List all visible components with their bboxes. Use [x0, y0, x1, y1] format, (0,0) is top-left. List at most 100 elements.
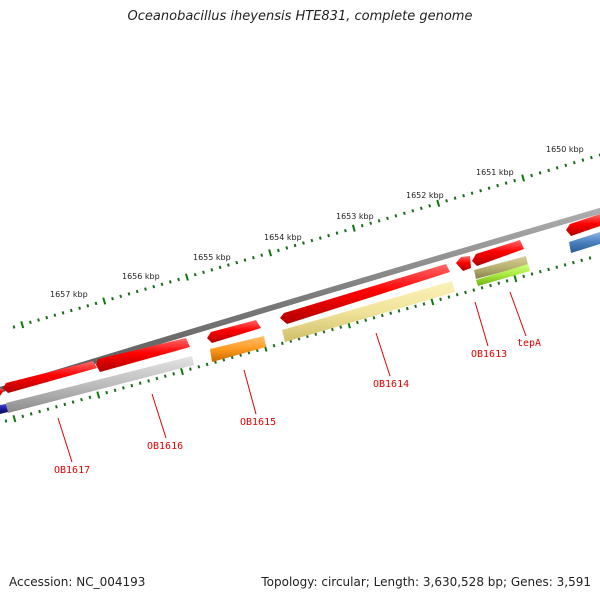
inner-minor-tick — [280, 341, 284, 346]
forward-strand-track — [0, 214, 600, 396]
outer-minor-tick — [327, 233, 330, 238]
figure-title: Oceanobacillus iheyensis HTE831, complet… — [127, 9, 473, 24]
outer-minor-tick — [94, 301, 98, 306]
track-navy-bar — [0, 404, 8, 414]
outer-minor-tick — [403, 211, 406, 216]
cds-edge-left-arrow — [0, 388, 4, 396]
inner-minor-tick — [447, 295, 451, 299]
inner-minor-tick — [497, 281, 501, 285]
outer-minor-tick — [470, 191, 474, 195]
outer-minor-tick — [564, 163, 568, 168]
tick-label-1657: 1657 kbp — [50, 290, 88, 299]
cds-ob1616-arrow — [96, 338, 190, 372]
inner-minor-tick — [205, 362, 209, 367]
inner-minor-tick — [71, 400, 75, 404]
inner-minor-tick — [272, 343, 276, 348]
outer-minor-tick — [168, 280, 172, 284]
outer-minor-tick — [538, 171, 542, 175]
tick-label-1653: 1653 kbp — [336, 212, 374, 221]
outer-minor-tick — [293, 243, 297, 248]
leader-ob1613 — [474, 301, 489, 347]
gene-label-ob1613: OB1613 — [471, 349, 507, 360]
track-lime-bar — [476, 264, 530, 286]
outer-minor-tick — [386, 216, 389, 221]
outer-minor-tick — [127, 292, 131, 296]
tick-label-1652: 1652 kbp — [406, 191, 444, 200]
outer-minor-tick — [45, 315, 49, 320]
outer-minor-tick — [144, 287, 147, 291]
outer-minor-tick — [445, 199, 448, 203]
inner-minor-tick — [472, 288, 476, 292]
inner-minor-tick — [580, 258, 584, 263]
outer-minor-tick — [419, 206, 423, 211]
inner-minor-tick — [138, 381, 142, 385]
outer-minor-tick — [394, 214, 398, 218]
outer-minor-tick — [29, 320, 32, 325]
outer-minor-tick — [598, 153, 600, 157]
inner-minor-tick — [397, 309, 401, 313]
leader-ob1617 — [57, 417, 73, 463]
inner-minor-tick — [38, 409, 41, 414]
inner-major-tick — [180, 367, 184, 376]
outer-minor-tick — [227, 263, 230, 267]
tick-label-1654: 1654 kbp — [264, 233, 302, 242]
outer-minor-tick — [243, 258, 247, 262]
inner-minor-tick — [422, 302, 426, 306]
inner-minor-tick — [439, 297, 442, 302]
inner-tick-ring — [4, 256, 592, 423]
inner-minor-tick — [130, 383, 134, 388]
inner-minor-tick — [163, 374, 167, 378]
inner-minor-tick — [405, 306, 409, 311]
inner-minor-tick — [88, 395, 92, 400]
outer-minor-tick — [152, 284, 156, 289]
outer-minor-tick — [135, 289, 139, 294]
outer-minor-tick — [504, 181, 508, 185]
inner-minor-tick — [522, 274, 526, 279]
outer-major-tick — [102, 297, 107, 305]
inner-minor-tick — [63, 402, 67, 407]
inner-minor-tick — [80, 397, 83, 402]
genome-summary-text: Topology: circular; Length: 3,630,528 bp… — [261, 575, 591, 589]
outer-major-tick — [184, 273, 189, 281]
outer-minor-tick — [479, 188, 482, 193]
outer-minor-tick — [69, 308, 73, 313]
gene-label-ob1616: OB1616 — [147, 441, 183, 452]
inner-minor-tick — [563, 263, 567, 267]
outer-minor-tick — [119, 294, 123, 299]
outer-minor-tick — [590, 155, 593, 160]
outer-minor-tick — [218, 265, 222, 270]
inner-major-tick — [513, 274, 518, 283]
outer-minor-tick — [53, 313, 57, 317]
tick-labels: 1650 kbp 1651 kbp 1652 kbp 1653 kbp 1654… — [50, 145, 584, 299]
track-yellow-bar — [282, 281, 455, 342]
outer-major-tick — [20, 321, 25, 329]
outer-minor-tick — [61, 311, 65, 315]
inner-minor-tick — [105, 390, 109, 395]
outer-minor-tick — [210, 268, 214, 272]
inner-minor-tick — [21, 414, 25, 419]
inner-minor-tick — [364, 318, 368, 322]
outer-minor-tick — [453, 196, 457, 200]
outer-minor-tick — [547, 168, 551, 173]
outer-minor-tick — [260, 253, 264, 257]
outer-minor-tick — [12, 325, 16, 329]
outer-tick-ring — [12, 153, 600, 329]
outer-minor-tick — [581, 158, 585, 162]
outer-minor-tick — [369, 221, 373, 225]
outer-minor-tick — [310, 238, 314, 243]
inner-minor-tick — [122, 386, 125, 390]
leader-tepa — [509, 291, 527, 337]
outer-minor-tick — [193, 272, 197, 277]
accession-text: Accession: NC_004193 — [9, 575, 146, 589]
outer-minor-tick — [202, 270, 205, 275]
inner-minor-tick — [46, 407, 50, 411]
inner-minor-tick — [29, 412, 33, 416]
inner-minor-tick — [322, 330, 326, 334]
inner-minor-tick — [356, 320, 359, 325]
inner-minor-tick — [455, 292, 459, 297]
outer-minor-tick — [496, 183, 499, 188]
inner-minor-tick — [555, 265, 559, 269]
tick-label-1655: 1655 kbp — [193, 253, 231, 262]
outer-major-tick — [436, 199, 441, 207]
inner-minor-tick — [172, 372, 176, 376]
